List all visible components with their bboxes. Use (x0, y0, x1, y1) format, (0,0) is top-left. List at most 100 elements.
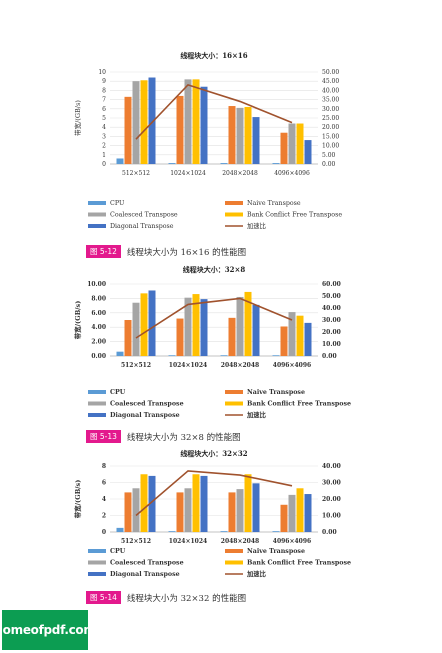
figure-caption: 图 5-13 线程块大小为 32×8 的性能图 (86, 430, 241, 443)
y2-tick-label: 30.00 (322, 317, 341, 324)
y2-tick-label: 45.00 (322, 78, 339, 85)
legend-entry: Diagonal Transpose (110, 223, 174, 230)
legend-entry: Bank Conflict Free Transpose (247, 401, 351, 408)
bar (288, 494, 296, 532)
chart-title: 线程块大小：32×8 (183, 265, 246, 274)
legend-swatch (88, 224, 106, 228)
y-tick-label: 6 (102, 480, 106, 487)
x-tick-label: 512×512 (121, 538, 151, 545)
y-tick-label: 4.00 (91, 324, 106, 331)
bar (252, 304, 260, 356)
y-tick-label: 1 (102, 152, 106, 159)
bar (132, 302, 140, 356)
speedup-line (135, 297, 293, 339)
bar (296, 488, 304, 532)
bar (272, 163, 280, 164)
bar (252, 117, 260, 164)
y2-tick-label: 20.00 (322, 496, 341, 503)
bar (168, 355, 176, 356)
legend-entry: Diagonal Transpose (110, 571, 180, 578)
figure-caption: 图 5-12 线程块大小为 16×16 的性能图 (86, 245, 246, 258)
y-tick-label: 10 (98, 69, 106, 76)
bar (220, 531, 228, 532)
y2-tick-label: 40.00 (322, 305, 341, 312)
y-tick-label: 6 (102, 106, 106, 113)
y2-tick-label: 40.00 (322, 463, 341, 470)
y-tick-label: 2 (102, 513, 106, 520)
bar (148, 475, 156, 532)
bar (288, 312, 296, 356)
legend-swatch (88, 560, 106, 565)
legend-entry: 加速比 (247, 221, 266, 230)
bar (132, 81, 140, 164)
x-tick-label: 2048×2048 (222, 170, 258, 177)
caption-label: 图 5-12 (86, 245, 121, 258)
legend-swatch (225, 560, 243, 565)
legend-swatch (88, 390, 106, 394)
bar (296, 315, 304, 356)
bar (140, 80, 148, 164)
y-axis-label: 带宽/(GB/s) (73, 480, 82, 519)
bar (220, 163, 228, 164)
legend-swatch (88, 549, 106, 553)
bar (288, 123, 296, 164)
bar (296, 123, 304, 164)
y-tick-label: 6.00 (91, 310, 106, 317)
legend-entry: Bank Conflict Free Transpose (247, 212, 342, 219)
y2-tick-label: 50.00 (322, 69, 339, 76)
bar (132, 488, 140, 532)
chart-16x16: 线程块大小：16×16 0 1 2 3 4 5 6 7 8 9 10 0.00 5.00 10.00 15.0… (73, 51, 342, 230)
legend-swatch (88, 201, 106, 205)
y-tick-label: 8 (102, 463, 106, 470)
bar (304, 140, 312, 164)
legend-swatch (225, 212, 243, 217)
bar (236, 107, 244, 164)
bar (228, 317, 236, 356)
bar (176, 492, 184, 532)
caption-label: 图 5-13 (86, 430, 121, 443)
chart-title: 线程块大小：32×32 (180, 449, 247, 458)
bar (280, 504, 288, 532)
bar (116, 351, 124, 356)
legend-swatch (88, 572, 106, 576)
y-tick-label: 7 (102, 97, 106, 104)
y2-tick-label: 25.00 (322, 115, 339, 122)
bar (280, 132, 288, 164)
legend-swatch (225, 201, 243, 205)
legend-entry: Naive Transpose (247, 200, 301, 207)
x-tick-label: 2048×2048 (221, 362, 259, 369)
bar (124, 492, 132, 532)
x-tick-label: 1024×1024 (169, 538, 207, 545)
bar (200, 475, 208, 532)
bar (304, 322, 312, 356)
bar (116, 527, 124, 532)
y2-tick-label: 15.00 (322, 133, 339, 140)
bar (184, 488, 192, 532)
y-tick-label: 4 (102, 124, 106, 131)
figure-5-14: 线程块大小：32×32 0 2 4 6 8 0.00 10.00 20.00 30.00 40.00… (73, 449, 351, 604)
y-tick-label: 8.00 (91, 295, 106, 302)
x-tick-label: 1024×1024 (170, 170, 206, 177)
x-tick-label: 4096×4096 (273, 362, 311, 369)
x-tick-label: 2048×2048 (221, 538, 259, 545)
speedup-line (135, 83, 293, 140)
legend-entry: Coalesced Transpose (110, 560, 184, 567)
bar (124, 320, 132, 356)
bar (140, 293, 148, 356)
y-axis-label: 带宽/(GB/s) (73, 301, 82, 340)
bar (304, 494, 312, 532)
bar (184, 297, 192, 356)
y2-tick-label: 0.00 (322, 161, 336, 168)
legend-entry: Diagonal Transpose (110, 412, 180, 419)
x-tick-label: 512×512 (122, 170, 150, 177)
y2-tick-label: 20.00 (322, 124, 339, 131)
y-tick-label: 2 (102, 143, 106, 150)
y-tick-label: 5 (102, 115, 106, 122)
legend-swatch (88, 212, 106, 217)
caption-text: 线程块大小为 16×16 的性能图 (126, 247, 247, 258)
legend-swatch (88, 413, 106, 417)
y-tick-label: 0 (102, 161, 106, 168)
y2-tick-label: 10.00 (322, 513, 341, 520)
figure-caption: 图 5-14 线程块大小为 32×32 的性能图 (86, 591, 246, 604)
legend-swatch (225, 549, 243, 553)
